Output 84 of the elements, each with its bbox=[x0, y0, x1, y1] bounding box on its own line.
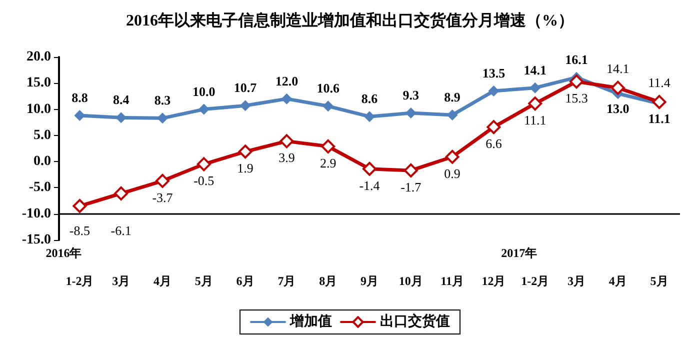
x-tick-label: 1-2月 bbox=[66, 274, 94, 288]
point bbox=[74, 110, 86, 122]
x-tick-label: 5月 bbox=[194, 274, 213, 288]
data-label: -8.5 bbox=[69, 222, 90, 238]
x-tick-label: 4月 bbox=[154, 274, 172, 288]
point bbox=[610, 80, 625, 95]
data-label: -1.4 bbox=[359, 178, 380, 193]
y-tick-label: 10.0 bbox=[26, 102, 51, 117]
data-label: -0.5 bbox=[194, 173, 214, 188]
data-label: 8.4 bbox=[112, 92, 130, 108]
data-label: 14.1 bbox=[524, 62, 546, 78]
data-label: 3.9 bbox=[278, 150, 295, 166]
data-label: 16.1 bbox=[565, 52, 588, 67]
point bbox=[281, 93, 292, 104]
data-label: 11.1 bbox=[524, 112, 546, 128]
point bbox=[196, 157, 211, 172]
y-tick-label: -10.0 bbox=[22, 206, 51, 222]
data-label: 9.3 bbox=[402, 87, 420, 102]
point bbox=[280, 134, 294, 148]
data-label: 8.3 bbox=[154, 92, 172, 108]
point bbox=[72, 199, 87, 214]
data-label: 11.4 bbox=[648, 74, 671, 90]
point bbox=[157, 112, 168, 124]
point bbox=[405, 107, 416, 118]
point bbox=[446, 110, 458, 121]
y-tick-label: 15.0 bbox=[26, 76, 51, 91]
data-label: 13.0 bbox=[606, 101, 630, 116]
x-tick-label: 9月 bbox=[360, 274, 378, 288]
x-tick-label: 7月 bbox=[278, 274, 296, 288]
data-label: -6.1 bbox=[110, 222, 132, 238]
x-tick-label: 12月 bbox=[482, 274, 506, 288]
x-tick-label: 5月 bbox=[650, 274, 668, 288]
x-tick-label: 6月 bbox=[236, 274, 254, 288]
legend-label: 增加值 bbox=[289, 314, 332, 330]
point bbox=[364, 111, 375, 122]
x-tick-label: 3月 bbox=[568, 274, 586, 288]
data-label: 12.0 bbox=[275, 73, 298, 88]
x-tick-label: 10月 bbox=[398, 274, 423, 288]
data-label: 6.6 bbox=[486, 136, 502, 152]
data-label: 2.9 bbox=[320, 155, 336, 170]
point bbox=[528, 96, 542, 111]
y-tick-label: 0.0 bbox=[34, 154, 51, 170]
y-tick-label: 5.0 bbox=[34, 128, 51, 143]
data-label: 11.1 bbox=[648, 111, 670, 126]
data-label: 10.7 bbox=[234, 80, 258, 96]
point bbox=[156, 174, 170, 188]
point bbox=[570, 74, 584, 89]
data-label: 0.9 bbox=[444, 166, 460, 181]
data-label: 8.9 bbox=[444, 90, 461, 105]
point bbox=[530, 82, 541, 94]
point bbox=[321, 139, 336, 154]
y-tick-label: -15.0 bbox=[22, 232, 51, 248]
x-tick-label: 8月 bbox=[319, 274, 338, 288]
text: 2016年 bbox=[46, 246, 82, 260]
x-tick-label: 1-2月 bbox=[521, 274, 550, 288]
point bbox=[404, 163, 418, 178]
point bbox=[652, 94, 666, 109]
data-label: 13.5 bbox=[482, 65, 506, 80]
point bbox=[238, 144, 252, 159]
data-label: -1.7 bbox=[400, 179, 422, 194]
data-label: 10.6 bbox=[316, 80, 340, 96]
point bbox=[198, 104, 210, 115]
x-tick-label: 11月 bbox=[440, 274, 464, 288]
point bbox=[486, 120, 501, 134]
data-label: 8.6 bbox=[361, 91, 378, 106]
point bbox=[240, 100, 251, 112]
legend-label: 出口交货值 bbox=[380, 312, 450, 330]
data-label: 1.9 bbox=[237, 160, 254, 176]
data-label: -3.7 bbox=[152, 190, 174, 205]
x-tick-label: 3月 bbox=[112, 274, 130, 288]
x-tick-label: 4月 bbox=[608, 274, 627, 288]
point bbox=[445, 150, 460, 164]
point bbox=[114, 186, 128, 200]
chart-title: 2016年以来电子信息制造业增加值和出口交货值分月增速（%） bbox=[126, 10, 574, 30]
data-label: 10.0 bbox=[192, 84, 216, 99]
point bbox=[322, 100, 334, 112]
data-label: 8.8 bbox=[72, 90, 88, 106]
data-label: 15.3 bbox=[565, 90, 588, 106]
point bbox=[488, 85, 500, 96]
text: 2017年 bbox=[501, 246, 538, 260]
point bbox=[362, 162, 376, 176]
y-tick-label: -5.0 bbox=[28, 180, 51, 196]
data-label: 14.1 bbox=[606, 60, 630, 76]
y-tick-label: 20.0 bbox=[26, 50, 51, 64]
